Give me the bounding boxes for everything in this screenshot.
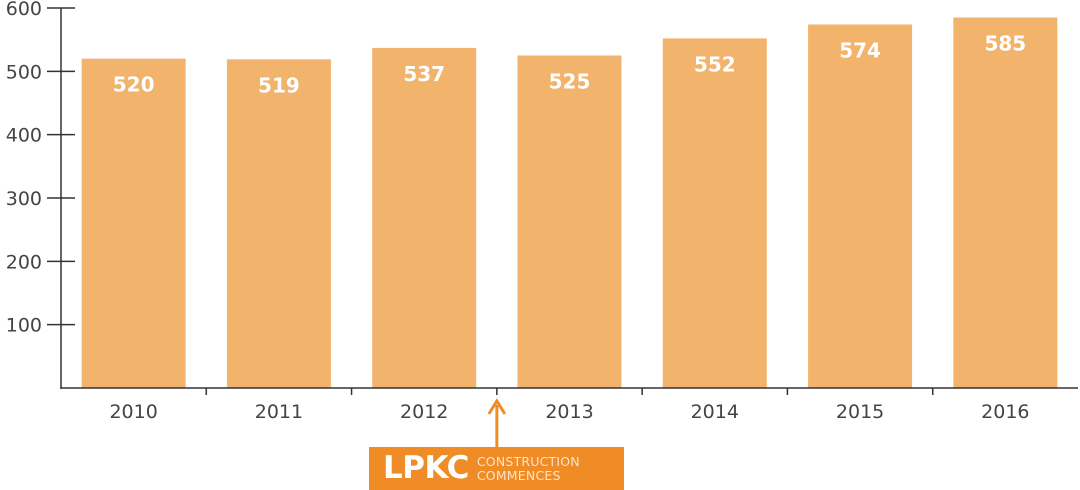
data-label-2013: 525: [549, 70, 591, 94]
annotation-line-2: COMMENCES: [476, 467, 561, 483]
x-tick-label-2010: 2010: [109, 401, 157, 423]
bar-2013: [517, 55, 622, 388]
y-tick-label-500: 500: [6, 61, 42, 83]
y-tick-label-600: 600: [6, 0, 42, 20]
y-tick-label-100: 100: [6, 315, 42, 337]
data-label-2014: 552: [694, 52, 736, 76]
bar-2010: [81, 58, 186, 389]
annotation-box: LPKC CONSTRUCTION COMMENCES: [369, 447, 624, 490]
x-tick-label-2012: 2012: [400, 401, 448, 423]
x-tick-label-2015: 2015: [836, 401, 884, 423]
y-tick-label-300: 300: [6, 188, 42, 210]
data-label-2015: 574: [839, 38, 881, 62]
x-tick-label-2016: 2016: [981, 401, 1029, 423]
data-label-2010: 520: [113, 73, 155, 97]
annotation-line-1: CONSTRUCTION: [476, 453, 580, 469]
bar-2016: [953, 17, 1058, 388]
data-label-2011: 519: [258, 73, 300, 97]
bar-2011: [226, 59, 331, 389]
x-tick-label-2014: 2014: [691, 401, 739, 423]
x-tick-label-2011: 2011: [255, 401, 303, 423]
axes-layer: [47, 7, 1078, 395]
y-tick-label-400: 400: [6, 125, 42, 147]
bar-2014: [662, 38, 767, 389]
annotation-subtitle: CONSTRUCTION COMMENCES: [476, 453, 580, 483]
annotation-title: LPKC: [383, 450, 469, 486]
data-label-2012: 537: [403, 62, 445, 86]
annotation-arrow: [487, 398, 507, 448]
bar-2015: [808, 24, 913, 388]
labels-layer: 520 2010 519 2011 537 2012 525 2013 552 2014 574 20…: [6, 0, 1030, 423]
data-label-2016: 585: [984, 32, 1026, 56]
bars-layer: [81, 17, 1058, 389]
y-tick-label-200: 200: [6, 251, 42, 273]
arrow-head: [487, 398, 507, 415]
bar-2012: [372, 47, 477, 389]
x-tick-label-2013: 2013: [545, 401, 593, 423]
